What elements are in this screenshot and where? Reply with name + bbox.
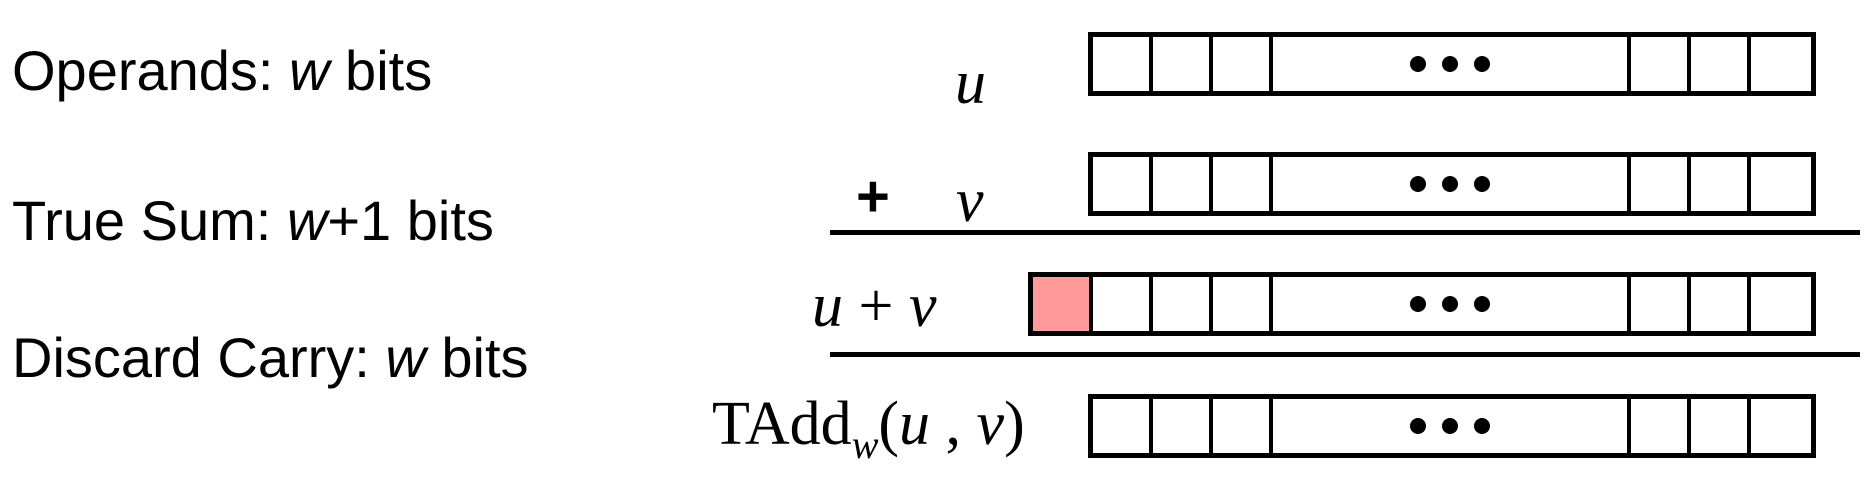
- ellipsis-icon: [1410, 56, 1490, 72]
- bit-cell: [1153, 37, 1213, 91]
- bit-cell: [1691, 399, 1751, 453]
- bit-cell: [1631, 157, 1691, 211]
- bit-cell: [1213, 277, 1273, 331]
- ellipsis-cell: [1273, 157, 1631, 211]
- bit-cell: [1751, 37, 1811, 91]
- ellipsis-icon: [1410, 176, 1490, 192]
- bit-cell: [1093, 277, 1153, 331]
- operands-label: Operands: w bits: [12, 39, 433, 102]
- ellipsis-icon: [1410, 296, 1490, 312]
- plus-sign: +: [856, 164, 890, 229]
- bit-cell: [1631, 37, 1691, 91]
- bit-cell: [1751, 277, 1811, 331]
- bit-cell: [1631, 399, 1691, 453]
- bit-cell: [1093, 157, 1153, 211]
- bit-cell: [1631, 277, 1691, 331]
- bit-cell: [1691, 277, 1751, 331]
- bit-cell: [1213, 399, 1273, 453]
- bit-cell: [1751, 157, 1811, 211]
- operand-u-symbol: u: [955, 49, 986, 117]
- operand-u-register: [1088, 32, 1816, 96]
- ellipsis-cell: [1273, 37, 1631, 91]
- bit-cell: [1751, 399, 1811, 453]
- bit-cell: [1213, 157, 1273, 211]
- addition-rule: [830, 230, 1860, 235]
- bit-cell: [1691, 37, 1751, 91]
- bit-cell: [1153, 399, 1213, 453]
- true-sum-register: [1028, 272, 1816, 336]
- discard-rule: [830, 352, 1860, 357]
- tadd-result-register: [1088, 394, 1816, 458]
- discard-carry-label: Discard Carry: w bits: [12, 326, 529, 389]
- bit-cell: [1093, 37, 1153, 91]
- ellipsis-cell: [1273, 277, 1631, 331]
- operand-v-register: [1088, 152, 1816, 216]
- bit-cell: [1153, 157, 1213, 211]
- bit-cell: [1213, 37, 1273, 91]
- bit-cell: [1691, 157, 1751, 211]
- sum-expression: u + v: [812, 272, 937, 340]
- ellipsis-cell: [1273, 399, 1631, 453]
- operand-v-symbol: v: [956, 167, 984, 235]
- true-sum-label: True Sum: w+1 bits: [12, 189, 494, 252]
- ellipsis-icon: [1410, 418, 1490, 434]
- bit-cell: [1153, 277, 1213, 331]
- carry-bit-cell: [1033, 277, 1093, 331]
- tadd-expression: TAddw(u , v): [712, 390, 1025, 467]
- bit-cell: [1093, 399, 1153, 453]
